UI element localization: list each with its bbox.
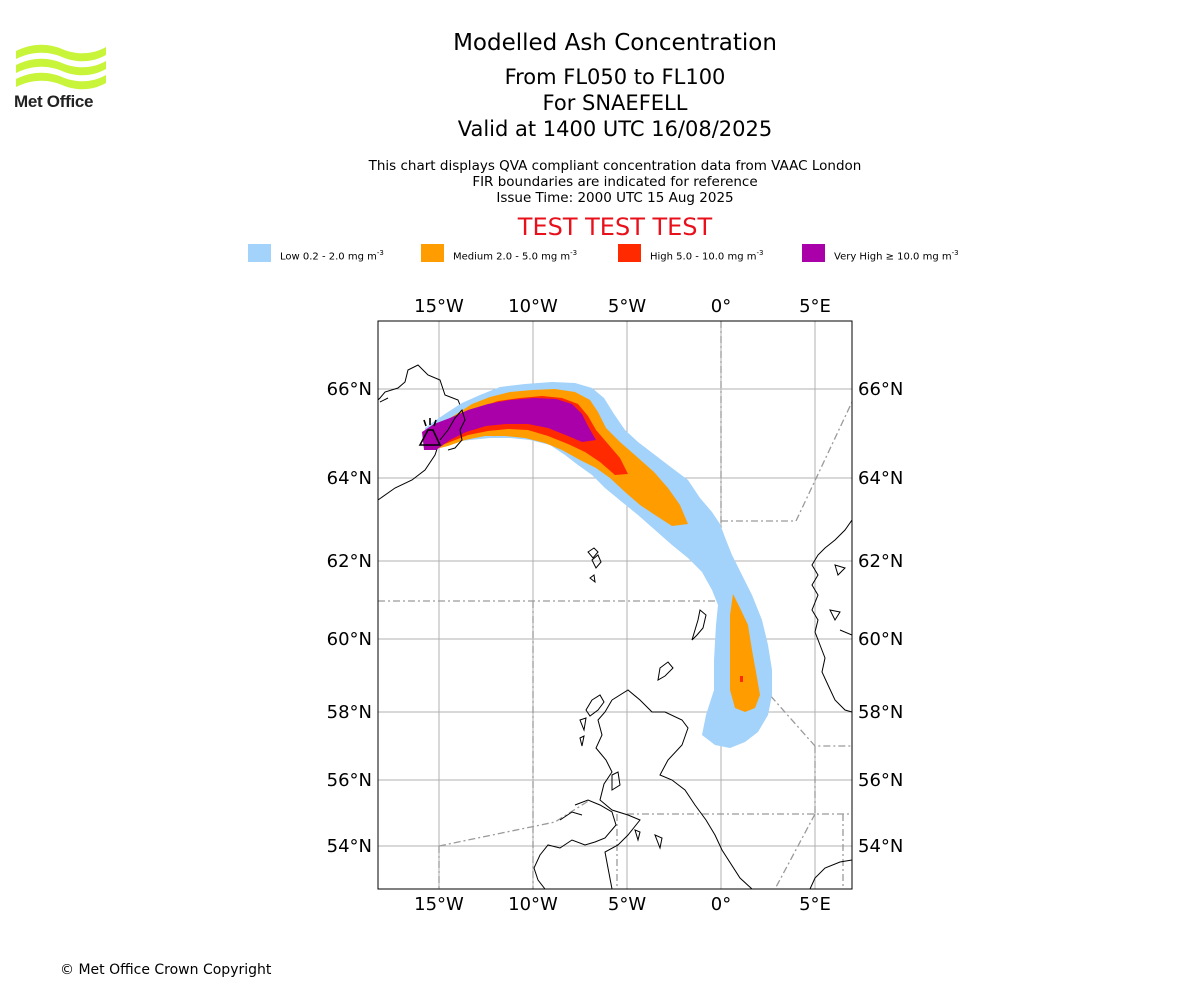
lon-tick-bottom-2: 5°W [608, 894, 646, 915]
map-frame-background [378, 321, 852, 889]
lon-tick-bottom-1: 10°W [508, 894, 558, 915]
lon-tick-top-3: 0° [711, 296, 731, 317]
valid-time: Valid at 1400 UTC 16/08/2025 [457, 117, 773, 141]
lat-tick-left-3: 60°N [327, 629, 372, 650]
ash-plume-medium-south [730, 594, 760, 712]
fir-boundaries [378, 321, 852, 889]
lon-tick-bottom-0: 15°W [414, 894, 464, 915]
lon-tick-top-0: 15°W [414, 296, 464, 317]
lat-tick-left-0: 66°N [327, 379, 372, 400]
lon-tick-bottom-4: 5°E [799, 894, 831, 915]
lat-tick-right-4: 58°N [858, 702, 903, 723]
legend-label-high: High 5.0 - 10.0 mg m [650, 251, 757, 263]
lat-tick-left-2: 62°N [327, 551, 372, 572]
legend-label-very-high: Very High ≥ 10.0 mg m [834, 251, 952, 263]
logo-text: Met Office [14, 92, 94, 111]
lat-tick-right-0: 66°N [858, 379, 903, 400]
map-frame [377, 320, 853, 890]
info-line-1: This chart displays QVA compliant concen… [368, 158, 862, 174]
legend-label-medium: Medium 2.0 - 5.0 mg m [453, 251, 571, 263]
lat-tick-left-5: 56°N [327, 770, 372, 791]
info-line-3: Issue Time: 2000 UTC 15 Aug 2025 [496, 190, 734, 206]
met-office-logo-icon [16, 44, 106, 90]
title-block: Modelled Ash Concentration From FL050 to… [300, 30, 930, 142]
lat-tick-right-5: 56°N [858, 770, 903, 791]
volcano-icon [418, 418, 442, 446]
lon-tick-top-4: 5°E [799, 296, 831, 317]
flight-levels: From FL050 to FL100 [504, 65, 726, 89]
chart-title: Modelled Ash Concentration [453, 30, 777, 56]
legend-swatch-high [618, 244, 641, 262]
volcano-name: For SNAEFELL [542, 91, 688, 115]
lat-tick-left-6: 54°N [327, 836, 372, 857]
lon-tick-top-1: 10°W [508, 296, 558, 317]
ash-plume-high-south [740, 676, 743, 682]
legend-swatch-low [248, 244, 271, 262]
test-banner: TEST TEST TEST [517, 213, 713, 241]
lat-tick-left-4: 58°N [327, 702, 372, 723]
lat-tick-right-3: 60°N [858, 629, 903, 650]
lat-tick-left-1: 64°N [327, 468, 372, 489]
lon-tick-top-2: 5°W [608, 296, 646, 317]
copyright: © Met Office Crown Copyright [60, 962, 272, 978]
legend-swatch-very-high [802, 244, 825, 262]
coastlines [378, 364, 852, 889]
lon-tick-bottom-3: 0° [711, 894, 731, 915]
info-block: This chart displays QVA compliant concen… [300, 158, 930, 206]
ash-plume-very-high [422, 398, 596, 450]
lat-tick-right-2: 62°N [858, 551, 903, 572]
lat-tick-right-6: 54°N [858, 836, 903, 857]
iceland-east-coast [439, 408, 466, 451]
info-line-2: FIR boundaries are indicated for referen… [472, 174, 758, 190]
lat-tick-right-1: 64°N [858, 468, 903, 489]
legend-label-low: Low 0.2 - 2.0 mg m [280, 251, 377, 263]
legend-swatch-medium [421, 244, 444, 262]
